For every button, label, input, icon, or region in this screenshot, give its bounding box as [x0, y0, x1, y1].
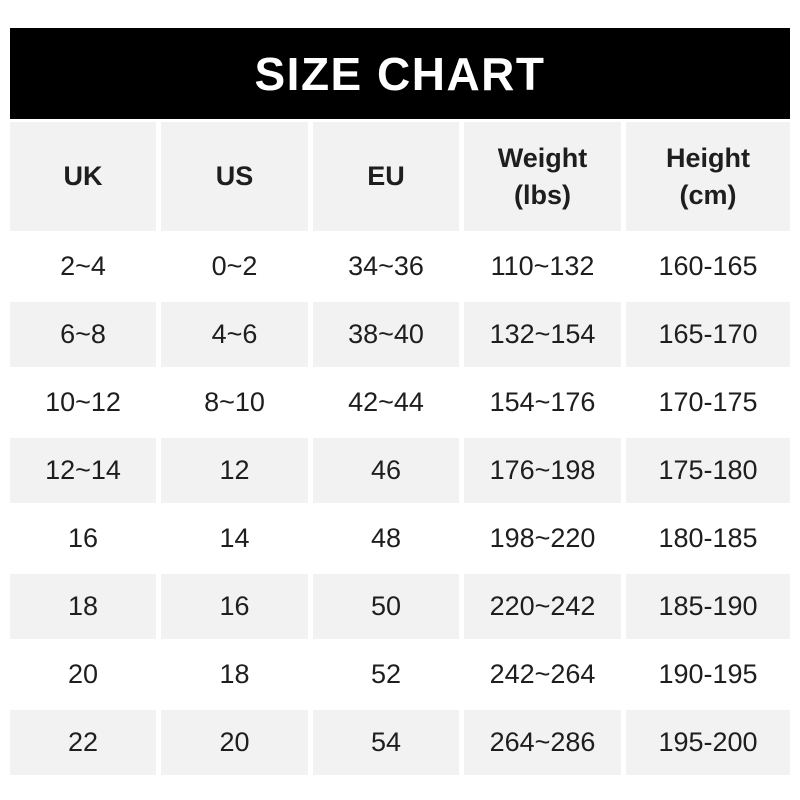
table-cell: 180-185 — [658, 523, 758, 553]
table-cell: 175-180 — [626, 438, 790, 503]
column-header-label: US — [215, 161, 254, 191]
table-cell: 16 — [67, 523, 99, 553]
table-cell: 264~286 — [464, 710, 621, 775]
title-banner: SIZE CHART — [10, 28, 790, 119]
table-cell: 12~14 — [10, 438, 156, 503]
column-header-us: US — [161, 122, 308, 231]
table-cell: 10~12 — [45, 387, 121, 417]
column-header-label: Weight — [497, 142, 588, 173]
table-cell: 176~198 — [464, 438, 621, 503]
page-title: SIZE CHART — [254, 47, 546, 100]
column-header-sublabel: (cm) — [679, 179, 737, 210]
table-cell: 198~220 — [489, 523, 596, 553]
column-header-eu: EU — [313, 122, 459, 231]
column-header-uk: UK — [10, 122, 156, 231]
column-header-sublabel: (lbs) — [514, 179, 571, 210]
column-header-label: UK — [63, 161, 103, 191]
table-cell: 2~4 — [60, 251, 106, 281]
table-cell: 6~8 — [10, 302, 156, 367]
table-cell: 12 — [161, 438, 308, 503]
table-cell: 242~264 — [489, 659, 596, 689]
table-cell: 190-195 — [658, 659, 758, 689]
table-cell: 20 — [161, 710, 308, 775]
table-cell: 18 — [10, 574, 156, 639]
table-cell: 185-190 — [626, 574, 790, 639]
table-cell: 165-170 — [626, 302, 790, 367]
table-cell: 195-200 — [626, 710, 790, 775]
table-cell: 0~2 — [211, 251, 258, 281]
table-cell: 14 — [219, 523, 250, 553]
table-cell: 160-165 — [658, 251, 758, 281]
table-cell: 42~44 — [348, 387, 424, 417]
table-cell: 132~154 — [464, 302, 621, 367]
table-cell: 4~6 — [161, 302, 308, 367]
table-cell: 8~10 — [204, 387, 265, 417]
table-cell: 48 — [370, 523, 402, 553]
column-header-weight: Weight (lbs) — [464, 122, 621, 231]
size-table: UK US EU Weight (lbs) Height (cm) 2~4 0~… — [10, 122, 790, 775]
column-header-label: EU — [367, 161, 405, 191]
table-cell: 50 — [313, 574, 459, 639]
table-cell: 46 — [313, 438, 459, 503]
table-cell: 34~36 — [348, 251, 424, 281]
table-cell: 110~132 — [490, 251, 595, 281]
table-cell: 16 — [161, 574, 308, 639]
table-cell: 20 — [67, 659, 99, 689]
table-cell: 154~176 — [489, 387, 596, 417]
table-cell: 170-175 — [658, 387, 758, 417]
table-cell: 54 — [313, 710, 459, 775]
column-header-height: Height (cm) — [626, 122, 790, 231]
table-cell: 52 — [370, 659, 402, 689]
table-cell: 18 — [219, 659, 250, 689]
table-cell: 220~242 — [464, 574, 621, 639]
table-cell: 38~40 — [313, 302, 459, 367]
column-header-label: Height — [666, 142, 750, 173]
table-cell: 22 — [10, 710, 156, 775]
